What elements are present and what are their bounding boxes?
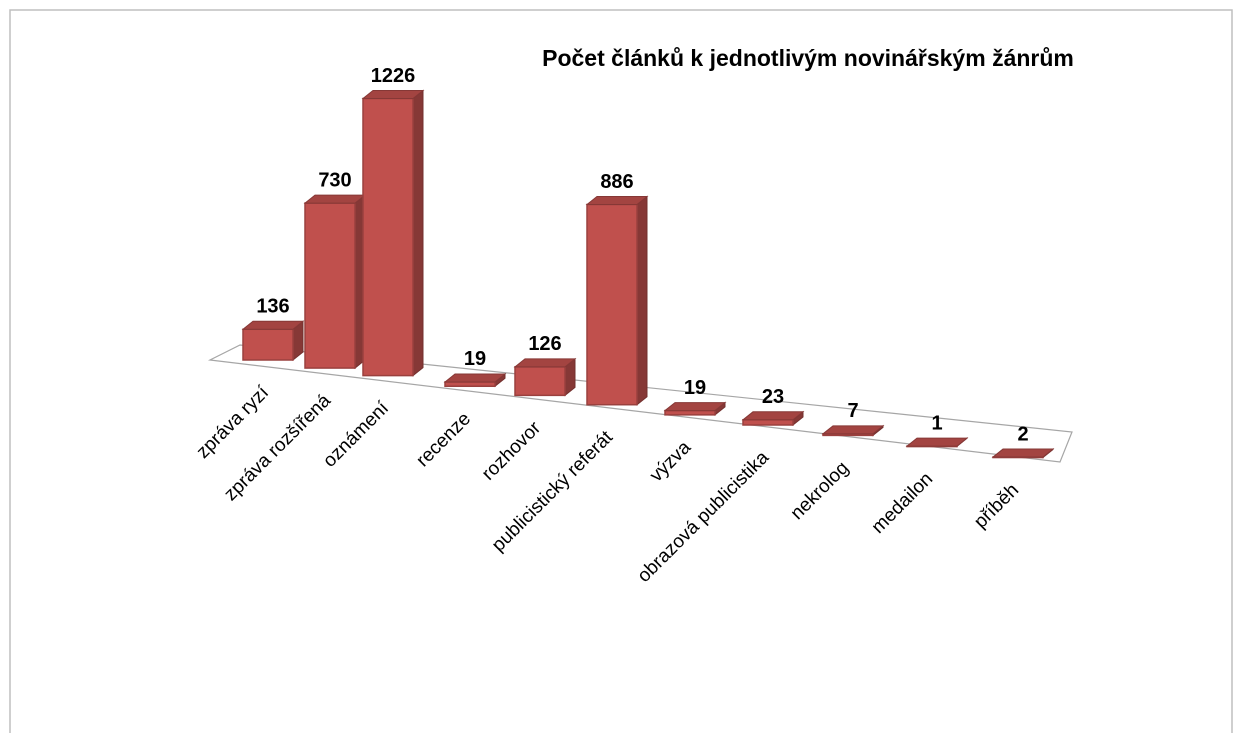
bar-top: [443, 373, 507, 383]
value-label: 136: [256, 296, 289, 318]
chart-frame: [9, 9, 1233, 733]
bar-side: [636, 195, 648, 406]
value-label: 1226: [371, 65, 416, 87]
x-tick-label: výzva: [646, 437, 695, 486]
value-label: 1: [931, 412, 942, 434]
bar: [242, 328, 294, 361]
bar-top: [513, 358, 577, 368]
x-tick-label: rozhovor: [478, 417, 546, 485]
bar-top: [303, 194, 367, 204]
x-tick-label: příběh: [970, 480, 1023, 533]
bar: [304, 202, 356, 369]
bar-top: [585, 195, 649, 205]
bar: [586, 203, 638, 406]
bar: [514, 366, 566, 397]
bar-side: [412, 89, 424, 377]
bar: [742, 419, 794, 426]
bar-top: [663, 402, 727, 412]
x-tick-label: nekrolog: [787, 458, 853, 524]
bar-top: [361, 90, 425, 100]
bar-top: [821, 425, 885, 435]
value-label: 19: [684, 377, 706, 399]
bar: [362, 97, 414, 377]
bar-top: [905, 437, 969, 447]
bar: [444, 381, 496, 388]
bar-top: [741, 411, 805, 421]
value-label: 2: [1017, 423, 1028, 445]
x-tick-label: medailon: [868, 469, 937, 538]
bar: [664, 409, 716, 416]
bar-top: [241, 320, 305, 330]
x-tick-label: recenze: [412, 408, 475, 471]
value-label: 19: [464, 348, 486, 370]
value-label: 7: [847, 400, 858, 422]
value-label: 23: [762, 386, 784, 408]
value-label: 730: [318, 169, 351, 191]
value-label: 126: [528, 333, 561, 355]
bar-top: [991, 448, 1055, 458]
chart-title: Počet článků k jednotlivým novinářským ž…: [542, 45, 1074, 71]
value-label: 886: [600, 171, 633, 193]
